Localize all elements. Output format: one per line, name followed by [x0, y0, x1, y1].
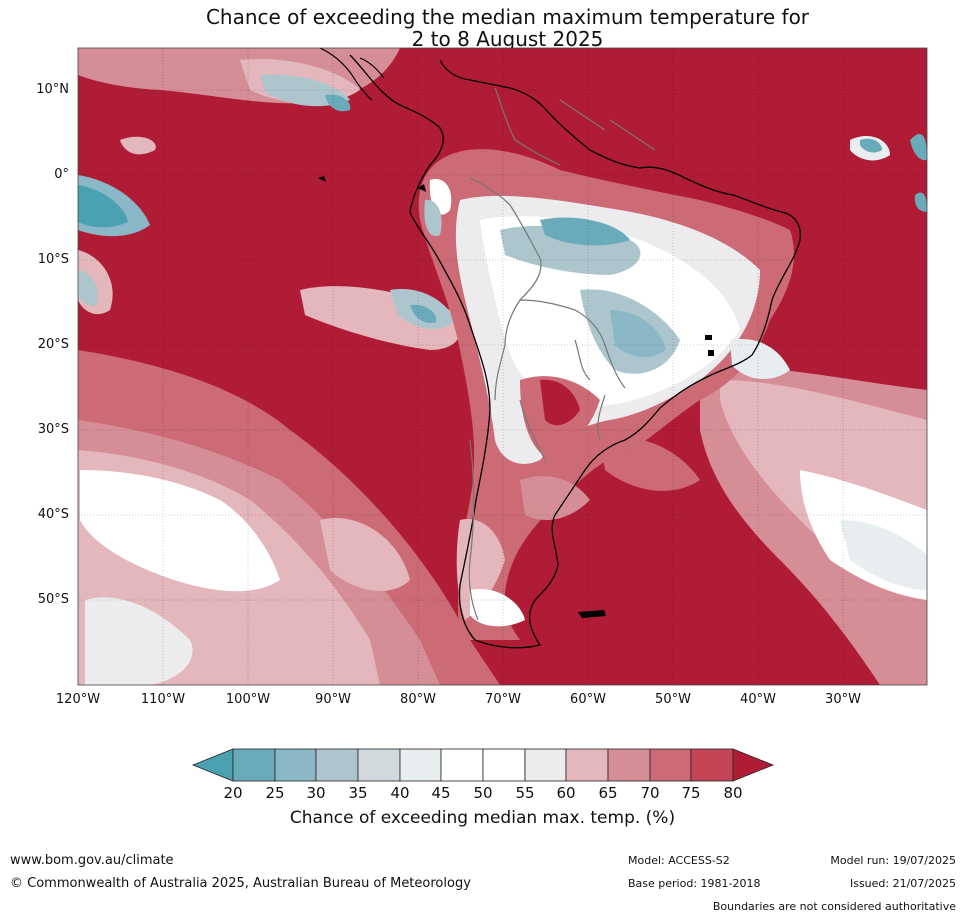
lon-label-60w: 60°W: [570, 692, 606, 707]
equatorial-atlantic-region: [850, 134, 927, 212]
lat-label-50s: 50°S: [37, 592, 69, 607]
map-title-line1: Chance of exceeding the median maximum t…: [205, 5, 810, 29]
lat-label-0: 0°: [54, 167, 69, 182]
lat-label-40s: 40°S: [37, 507, 69, 522]
east-pacific-blue-region: [78, 175, 150, 315]
colorbar-high-arrow: [732, 748, 775, 782]
map-frame: [77, 47, 928, 686]
lat-label-10n: 10°N: [36, 82, 69, 97]
colorbar-tick-80: 80: [723, 784, 743, 802]
lon-label-50w: 50°W: [655, 692, 691, 707]
colorbar-tick-70: 70: [640, 784, 660, 802]
colorbar-tick-20: 20: [223, 784, 243, 802]
south-america-coastline: [349, 54, 801, 649]
colorbar-bin-30-35: [315, 748, 359, 782]
footer-copyright: © Commonwealth of Australia 2025, Austra…: [10, 876, 471, 891]
southern-ocean-region: [78, 350, 500, 685]
lat-label-10s: 10°S: [37, 252, 69, 267]
footer-website: www.bom.gov.au/climate: [10, 853, 174, 868]
colorbar-bin-40-45: [399, 748, 442, 782]
colorbar-tick-40: 40: [390, 784, 410, 802]
colorbar-bin-50-55: [482, 748, 526, 782]
graticule: [78, 48, 927, 685]
colorbar-caption: Chance of exceeding median max. temp. (%…: [289, 808, 676, 828]
lon-label-70w: 70°W: [485, 692, 521, 707]
colorbar-bin-55-60: [524, 748, 567, 782]
colorbar-bin-60-65: [565, 748, 609, 782]
colorbar-bin-75-80: [690, 748, 734, 782]
lon-label-100w: 100°W: [225, 692, 271, 707]
lon-label-30w: 30°W: [825, 692, 861, 707]
lon-label-40w: 40°W: [740, 692, 776, 707]
footer-disclaimer: Boundaries are not considered authoritat…: [712, 900, 956, 913]
lon-label-90w: 90°W: [315, 692, 351, 707]
lat-label-30s: 30°S: [37, 422, 69, 437]
colorbar-tick-35: 35: [348, 784, 368, 802]
south-america-land: [418, 149, 794, 640]
colorbar-tick-55: 55: [515, 784, 535, 802]
lon-label-80w: 80°W: [400, 692, 436, 707]
map-title-line2: 2 to 8 August 2025: [411, 27, 604, 51]
lon-label-120w: 120°W: [55, 692, 101, 707]
lat-label-20s: 20°S: [37, 337, 69, 352]
central-america-coastline: [319, 48, 385, 101]
colorbar-bin-45-50: [440, 748, 484, 782]
colorbar-tick-60: 60: [556, 784, 576, 802]
footer-model-run: Model run: 19/07/2025: [830, 854, 956, 867]
north-pacific-region: [78, 48, 400, 155]
colorbar-bin-35-40: [357, 748, 401, 782]
equatorial-pacific-region: [300, 286, 461, 350]
colorbar-bin-20-25: [232, 748, 276, 782]
colorbar-tick-30: 30: [306, 784, 326, 802]
footer-issued: Issued: 21/07/2025: [849, 877, 956, 890]
colorbar-tick-65: 65: [598, 784, 618, 802]
colorbar-tick-50: 50: [473, 784, 493, 802]
colorbar-bin-65-70: [607, 748, 651, 782]
footer-model: Model: ACCESS-S2: [628, 854, 730, 867]
colorbar-tick-25: 25: [265, 784, 285, 802]
colorbar-low-arrow: [191, 748, 234, 782]
colorbar-tick-75: 75: [681, 784, 701, 802]
colorbar-tick-45: 45: [431, 784, 451, 802]
south-atlantic-region: [600, 367, 927, 685]
country-borders: [468, 87, 656, 621]
footer-base-period: Base period: 1981-2018: [628, 877, 761, 890]
lon-label-110w: 110°W: [140, 692, 186, 707]
colorbar-bin-70-75: [649, 748, 692, 782]
colorbar-bin-25-30: [274, 748, 317, 782]
